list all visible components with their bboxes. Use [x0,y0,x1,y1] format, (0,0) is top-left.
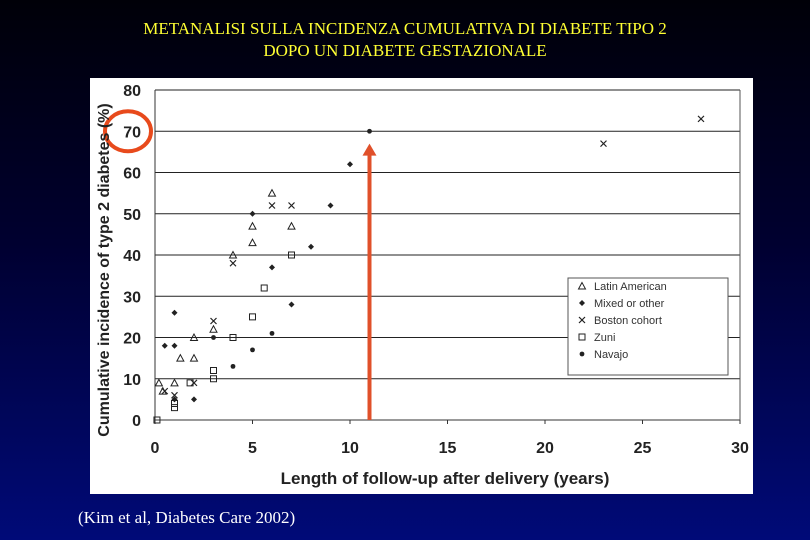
y-tick-label-60: 60 [123,166,141,183]
legend-box [567,277,729,376]
data-point-x-3-stroke-b [210,317,217,325]
data-point-square-4 [210,375,217,383]
data-point-x-1 [171,391,178,399]
legend-marker-2 [578,316,586,324]
data-point-diamond-8 [308,243,314,250]
data-point-square-0 [153,416,161,424]
data-point-diamond-7 [288,301,295,308]
data-point-diamond-10 [347,161,353,168]
data-point-square-2 [171,400,178,407]
data-point-diamond-0 [161,342,168,349]
legend-label-4: Navajo [594,349,628,361]
x-tick-label-25: 25 [634,440,652,457]
data-point-x-2 [190,379,198,387]
y-tick-label-10: 10 [123,372,141,389]
axes: 0 10 20 30 40 50 60 70 80 0 5 10 15 20 25 30 [123,83,749,457]
data-point-triangle-5 [189,353,199,362]
data-point-dot-0 [211,335,216,340]
data-point-x-5-stroke-b [268,202,276,209]
data-point-x-0-stroke-b [161,387,169,395]
data-point-triangle-9 [248,238,257,247]
citation: (Kim et al, Diabetes Care 2002) [78,508,296,527]
data-point-x-8-stroke-b [697,115,705,123]
data-point-triangle-4 [189,332,199,341]
data-points [153,115,705,424]
data-point-x-6-stroke-b [288,202,295,209]
data-point-diamond-1 [171,309,178,316]
data-point-x-0 [161,387,169,395]
data-point-x-2-stroke-b [190,379,198,387]
x-tick-label-0: 0 [151,440,160,457]
data-point-square-9 [288,251,295,259]
data-point-triangle-11 [287,221,296,230]
x-tick-label-10: 10 [341,440,359,457]
data-point-diamond-6 [269,264,275,271]
data-point-x-6 [288,202,295,209]
legend-label-0: Latin American [594,281,667,293]
y-axis-title: Cumulative incidence of type 2 diabetes … [96,103,113,436]
legend: Latin American Mixed or other Boston cohor… [567,277,729,376]
data-point-x-5 [268,202,276,209]
data-point-x-8 [697,115,705,123]
legend-marker-2-stroke-b [578,316,586,324]
data-point-triangle-10 [267,188,277,197]
data-point-triangle-8 [248,221,257,230]
legend-label-2: Boston cohort [594,315,662,327]
chart-panel: 0 10 20 30 40 50 60 70 80 0 5 10 15 20 25 30 Latin Amer… [90,78,753,494]
data-point-square-8 [260,284,268,292]
data-point-x-4-stroke-b [229,259,237,267]
highlight-arrow-head [362,143,377,156]
x-tick-label-5: 5 [248,440,257,457]
data-point-square-3 [186,379,194,387]
data-point-dot-3 [269,330,275,336]
data-point-diamond-2 [171,342,178,349]
data-point-dot-4 [367,128,372,134]
data-point-triangle-6 [209,324,218,333]
data-point-triangle-7 [228,250,238,259]
annotations [103,109,377,420]
x-tick-label-20: 20 [536,440,554,457]
data-point-square-1 [171,404,178,412]
y-tick-label-40: 40 [123,248,141,265]
legend-marker-0 [577,281,587,290]
data-point-x-7-stroke-b [600,140,607,148]
data-point-square-6 [229,334,237,341]
data-point-square-5 [210,367,217,374]
y-tick-label-20: 20 [123,331,141,348]
y-tick-label-50: 50 [123,207,141,224]
x-axis-title: Length of follow-up after delivery (year… [281,469,610,488]
data-point-dot-2 [250,347,255,353]
legend-label-3: Zuni [594,332,615,344]
slide-title-line-2: DOPO UN DIABETE GESTAZIONALE [263,41,547,60]
y-tick-label-0: 0 [132,413,141,430]
data-point-triangle-3 [176,353,185,362]
highlight-circle [103,109,153,154]
legend-marker-4 [579,351,585,357]
y-tick-label-30: 30 [123,289,141,306]
scatter-chart: 0 10 20 30 40 50 60 70 80 0 5 10 15 20 25 30 Latin Amer… [96,83,749,488]
y-tick-label-80: 80 [123,83,141,100]
y-tick-label-70: 70 [123,124,141,141]
data-point-dot-1 [230,363,236,369]
data-point-x-4 [229,259,237,267]
data-point-x-7 [600,140,607,148]
data-point-x-1-stroke-b [171,391,178,399]
data-point-diamond-5 [249,210,256,217]
x-tick-label-15: 15 [439,440,457,457]
data-point-triangle-0 [154,378,164,387]
slide-title: METANALISI SULLA INCIDENZA CUMULATIVA DI… [0,18,810,62]
data-point-diamond-4 [191,396,197,403]
legend-label-1: Mixed or other [594,298,665,310]
data-point-square-7 [249,313,256,321]
data-point-triangle-2 [170,378,179,387]
data-point-x-3 [210,317,217,325]
x-tick-label-30: 30 [731,440,749,457]
data-point-diamond-9 [327,202,334,209]
legend-marker-1 [579,300,585,306]
slide-title-line-1: METANALISI SULLA INCIDENZA CUMULATIVA DI… [143,19,667,38]
legend-marker-3 [578,333,586,341]
